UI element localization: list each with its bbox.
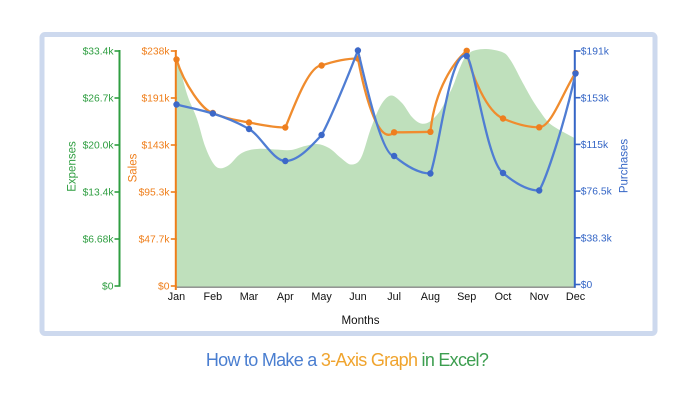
- svg-text:$191k: $191k: [581, 47, 610, 58]
- svg-text:$238k: $238k: [141, 47, 170, 58]
- svg-text:$143k: $143k: [141, 141, 170, 152]
- svg-text:$95.3k: $95.3k: [139, 188, 171, 199]
- svg-text:How to Make a 3-Axis Graph in: How to Make a 3-Axis Graph in Excel?: [206, 350, 489, 370]
- svg-text:Sep: Sep: [457, 291, 476, 303]
- svg-text:$76.5k: $76.5k: [581, 187, 613, 198]
- svg-text:Feb: Feb: [203, 291, 222, 303]
- svg-text:Jul: Jul: [387, 291, 401, 303]
- svg-text:$33.4k: $33.4k: [83, 47, 115, 58]
- svg-text:$0: $0: [102, 282, 114, 293]
- svg-text:$153k: $153k: [581, 93, 610, 104]
- svg-text:$47.7k: $47.7k: [139, 235, 171, 246]
- svg-text:Dec: Dec: [566, 291, 586, 303]
- svg-text:$26.7k: $26.7k: [83, 94, 115, 105]
- svg-text:Expenses: Expenses: [66, 141, 78, 192]
- svg-text:Aug: Aug: [421, 291, 440, 303]
- svg-text:Oct: Oct: [495, 291, 512, 303]
- svg-text:Months: Months: [341, 314, 379, 327]
- svg-text:Jun: Jun: [349, 291, 366, 303]
- svg-text:Nov: Nov: [530, 291, 550, 303]
- svg-text:$20.0k: $20.0k: [83, 141, 115, 152]
- svg-text:Mar: Mar: [240, 291, 259, 303]
- svg-text:Purchases: Purchases: [618, 139, 630, 194]
- svg-text:$38.3k: $38.3k: [581, 233, 613, 244]
- svg-text:$191k: $191k: [141, 94, 170, 105]
- svg-text:Apr: Apr: [277, 291, 294, 303]
- svg-text:$13.4k: $13.4k: [83, 188, 115, 199]
- svg-text:May: May: [311, 291, 332, 303]
- svg-text:Jan: Jan: [168, 291, 185, 303]
- svg-text:$6.68k: $6.68k: [83, 235, 115, 246]
- svg-text:$0: $0: [581, 280, 593, 291]
- svg-text:$115k: $115k: [581, 140, 609, 151]
- svg-text:$0: $0: [158, 282, 170, 293]
- svg-text:Sales: Sales: [127, 153, 139, 182]
